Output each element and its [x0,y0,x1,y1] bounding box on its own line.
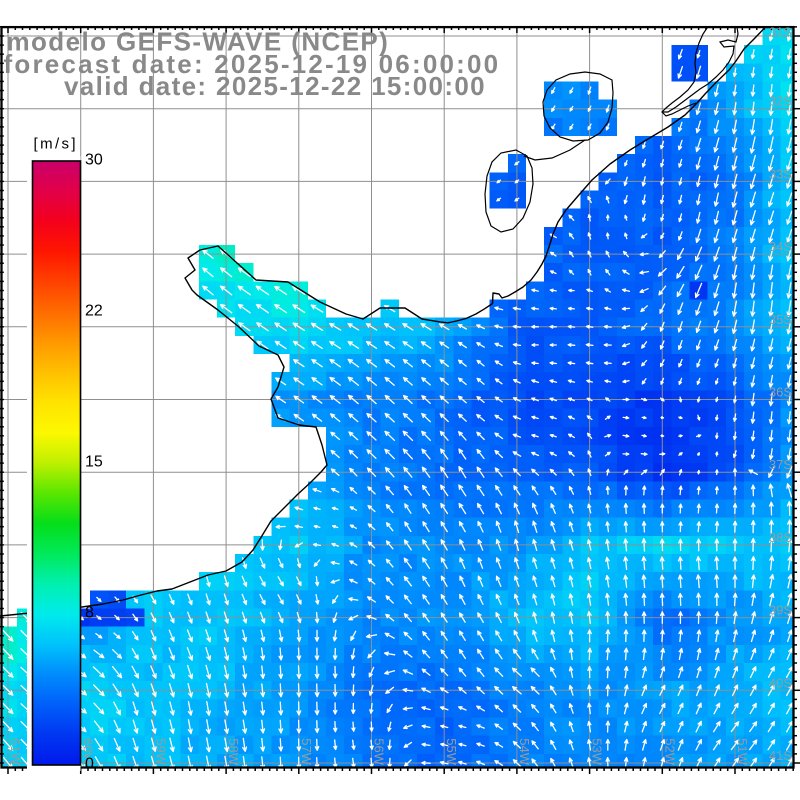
svg-text:51W: 51W [735,738,750,765]
svg-text:15: 15 [85,454,103,471]
svg-text:61W: 61W [8,738,23,765]
svg-text:35S: 35S [769,312,792,327]
svg-text:31S: 31S [769,25,792,40]
svg-text:32S: 32S [769,94,792,109]
svg-text:59W: 59W [153,738,168,765]
svg-text:34S: 34S [769,239,792,254]
svg-text:40S: 40S [769,675,792,690]
svg-text:37S: 37S [769,457,792,472]
svg-text:39S: 39S [769,603,792,618]
svg-text:8: 8 [85,605,94,622]
svg-text:53W: 53W [590,738,605,765]
svg-text:54W: 54W [517,738,532,765]
svg-text:58W: 58W [226,738,241,765]
svg-text:38S: 38S [769,530,792,545]
svg-text:33S: 33S [769,166,792,181]
svg-text:52W: 52W [662,738,677,765]
svg-text:30: 30 [85,152,103,169]
svg-text:57W: 57W [299,738,314,765]
svg-text:41S: 41S [769,748,792,763]
svg-text:[m/s]: [m/s] [34,136,79,153]
svg-text:36S: 36S [769,385,792,400]
svg-text:56W: 56W [372,738,387,765]
svg-text:55W: 55W [444,738,459,765]
svg-text:0: 0 [85,756,94,773]
svg-text:22: 22 [85,303,103,320]
svg-text:valid date: 2025-12-22 15:00:0: valid date: 2025-12-22 15:00:00 [64,71,486,101]
